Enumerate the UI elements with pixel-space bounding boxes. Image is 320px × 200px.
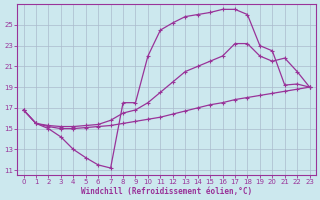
X-axis label: Windchill (Refroidissement éolien,°C): Windchill (Refroidissement éolien,°C)	[81, 187, 252, 196]
